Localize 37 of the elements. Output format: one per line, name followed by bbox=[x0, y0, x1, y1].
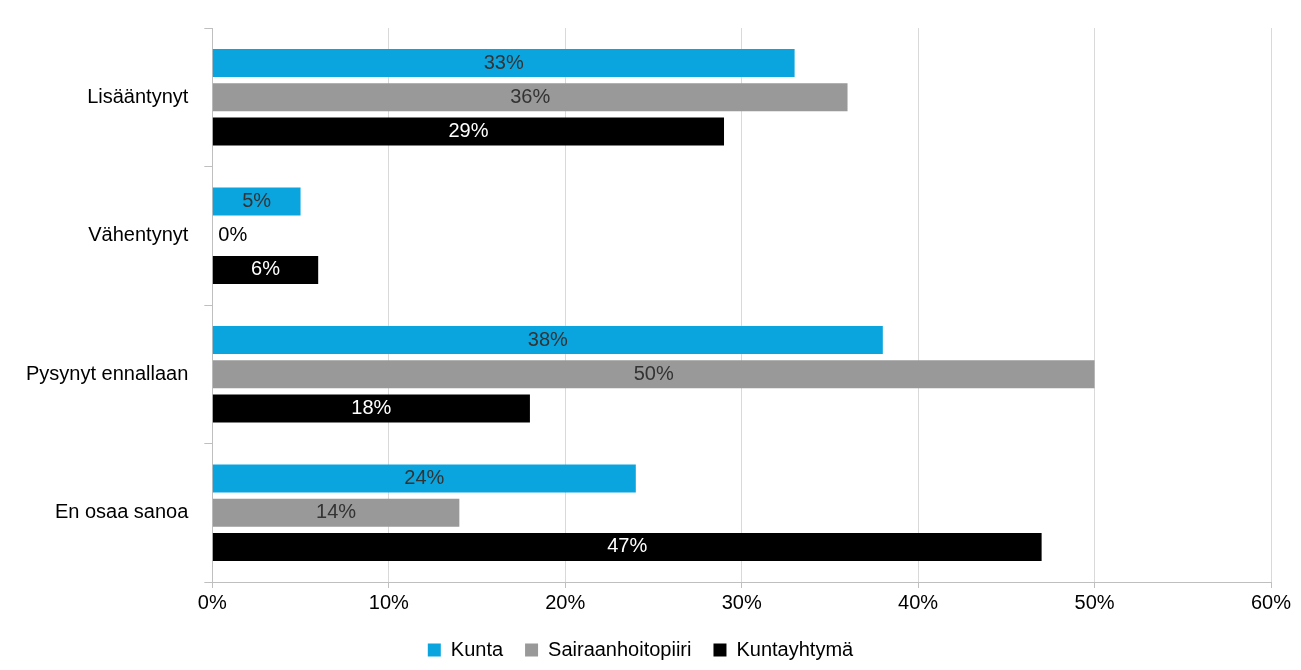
data-label: 50% bbox=[633, 361, 674, 384]
x-tick-label: 30% bbox=[721, 590, 762, 613]
legend-label: Sairaanhoitopiiri bbox=[548, 637, 692, 660]
data-label: 38% bbox=[527, 327, 569, 350]
y-tick-label: Pysynyt ennallaan bbox=[26, 361, 189, 384]
data-label: 14% bbox=[316, 500, 357, 523]
data-label: 24% bbox=[404, 466, 445, 489]
data-label: 47% bbox=[607, 534, 648, 557]
data-label: 18% bbox=[351, 395, 392, 418]
x-tick-label: 40% bbox=[898, 590, 939, 613]
data-label: 0% bbox=[218, 223, 248, 246]
x-tick-label: 60% bbox=[1250, 590, 1292, 613]
bar bbox=[212, 49, 795, 78]
bar bbox=[212, 360, 1095, 389]
legend-label: Kuntayhtymä bbox=[736, 637, 855, 660]
data-label: 6% bbox=[251, 257, 281, 280]
bar bbox=[212, 255, 319, 284]
x-tick-label: 0% bbox=[197, 590, 227, 613]
x-tick-label: 50% bbox=[1074, 590, 1115, 613]
x-tick-label: 20% bbox=[545, 590, 586, 613]
bar bbox=[212, 326, 883, 355]
y-tick-label: Vähentynyt bbox=[88, 223, 189, 246]
bar bbox=[212, 117, 725, 146]
y-tick-label: En osaa sanoa bbox=[54, 500, 190, 523]
bar bbox=[212, 464, 636, 493]
data-label: 33% bbox=[483, 50, 524, 73]
data-label: 36% bbox=[510, 84, 551, 107]
bar bbox=[212, 83, 848, 112]
data-label: 5% bbox=[242, 189, 272, 212]
legend-label: Kunta bbox=[450, 637, 504, 660]
x-tick-label: 10% bbox=[368, 590, 409, 613]
bar bbox=[212, 532, 1042, 561]
bar bbox=[212, 498, 460, 527]
data-label: 29% bbox=[448, 118, 489, 141]
bar bbox=[212, 187, 301, 216]
y-tick-label: Lisääntynyt bbox=[87, 84, 189, 107]
bar bbox=[212, 394, 530, 423]
